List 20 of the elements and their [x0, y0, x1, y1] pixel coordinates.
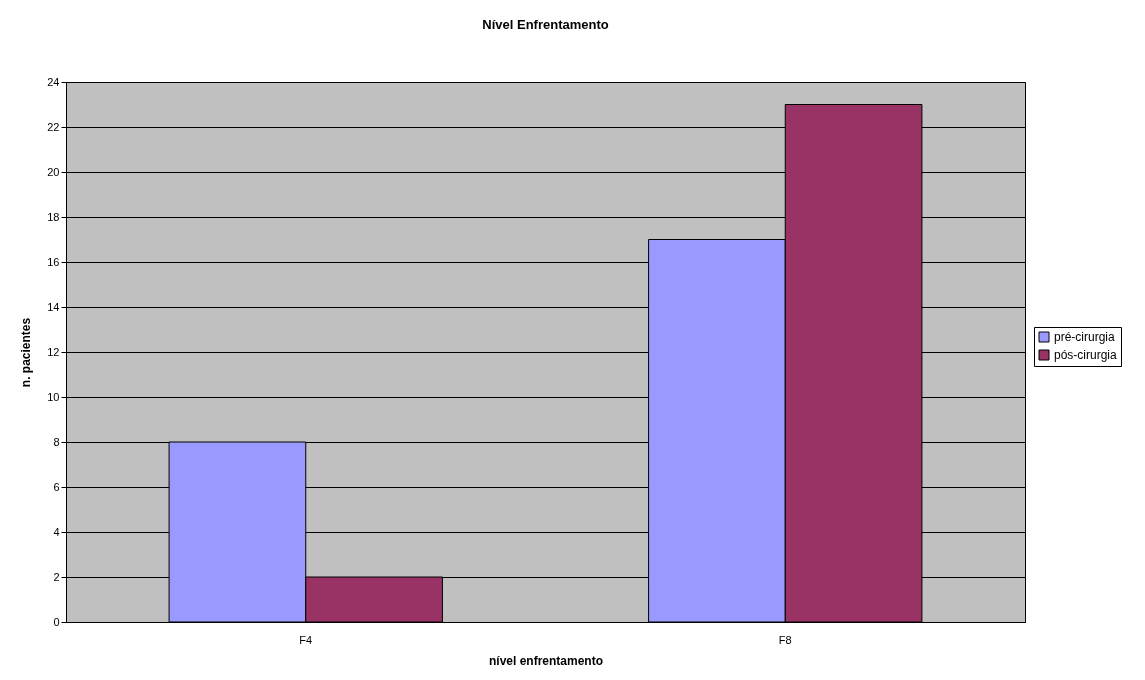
y-tick-label: 0: [53, 615, 60, 628]
y-tick-label: 24: [47, 75, 60, 88]
y-tick-label: 4: [53, 525, 60, 538]
y-tick-label: 16: [47, 255, 60, 268]
y-tick-label: 8: [53, 435, 60, 448]
y-tick-label: 20: [47, 165, 60, 178]
y-tick-label: 18: [47, 210, 60, 223]
y-tick-label: 12: [47, 345, 60, 358]
y-tick-label: 22: [47, 120, 60, 133]
y-tick-label: 2: [53, 570, 60, 583]
y-tick-label: 10: [47, 390, 60, 403]
y-axis-title: n. pacientes: [19, 317, 34, 388]
legend-label: pós-cirurgia: [1054, 348, 1118, 362]
x-axis-title: nível enfrentamento: [488, 653, 604, 668]
y-tick-label: 14: [47, 300, 60, 313]
chart-title: Nível Enfrentamento: [482, 17, 609, 32]
x-tick-label: F8: [778, 633, 792, 646]
x-tick-label: F4: [299, 633, 313, 646]
legend-label: pré-cirurgia: [1054, 330, 1116, 344]
y-tick-label: 6: [53, 480, 60, 493]
